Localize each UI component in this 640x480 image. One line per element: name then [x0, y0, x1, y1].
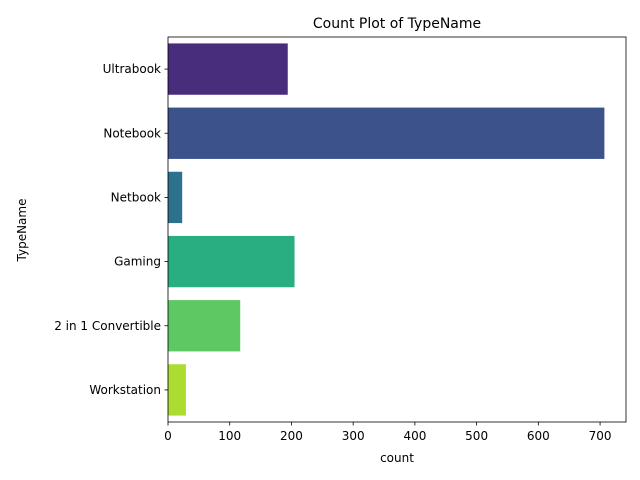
bar-ultrabook — [168, 43, 288, 95]
y-tick-label: 2 in 1 Convertible — [54, 319, 161, 333]
y-axis-ticks: Ultrabook Notebook Netbook Gaming 2 in 1 Con… — [54, 62, 168, 397]
x-tick-label: 0 — [164, 429, 172, 443]
x-tick-label: 100 — [218, 429, 241, 443]
x-tick-label: 300 — [342, 429, 365, 443]
bar-gaming — [168, 235, 295, 288]
plot-frame — [167, 36, 627, 423]
x-tick-label: 400 — [403, 429, 426, 443]
bar-notebook — [168, 107, 605, 159]
y-tick-label: Notebook — [103, 126, 161, 140]
bar-2-in-1-convertible — [168, 300, 241, 352]
y-axis-title: TypeName — [15, 199, 29, 263]
y-tick-label: Netbook — [111, 190, 161, 204]
y-tick-label: Gaming — [114, 255, 161, 269]
x-axis-ticks: 0 100 200 300 400 500 600 700 — [164, 422, 612, 443]
y-tick-label: Workstation — [89, 383, 161, 397]
x-tick-label: 500 — [465, 429, 488, 443]
y-tick-label: Ultrabook — [103, 62, 161, 76]
x-axis-title: count — [380, 451, 414, 465]
x-tick-label: 200 — [280, 429, 303, 443]
x-tick-label: 700 — [589, 429, 612, 443]
x-tick-label: 600 — [527, 429, 550, 443]
bar-netbook — [168, 171, 183, 224]
chart-title: Count Plot of TypeName — [313, 16, 481, 32]
bars-group — [168, 43, 605, 416]
bar-workstation — [168, 364, 186, 416]
